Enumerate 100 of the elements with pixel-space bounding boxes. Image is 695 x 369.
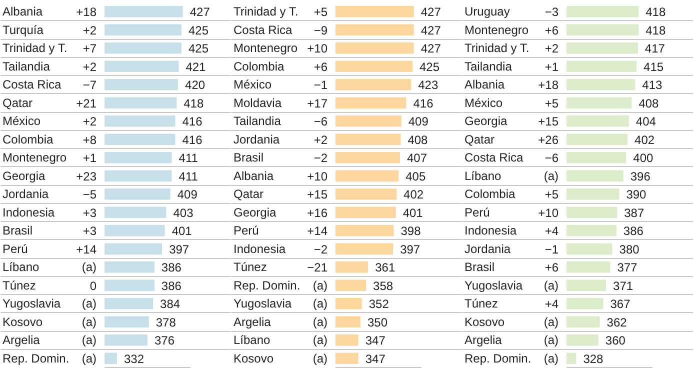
text: (a) [312,351,328,366]
text: (a) [82,296,97,311]
text: (a) [82,314,97,329]
category-label: Trinidad y T. [2,41,68,56]
data-label: 397 [169,242,190,256]
text: +6 [314,60,328,74]
data-label: 425 [188,42,209,56]
category-label: Costa Rica [464,150,524,165]
category-label: Argelia [464,333,502,348]
data-label: 367 [610,297,631,312]
text: +4 [544,297,559,312]
data-label: 409 [408,114,429,129]
text: +5 [314,5,328,20]
data-label: 371 [613,278,634,293]
category-label: Líbano [234,333,270,348]
text: +15 [538,114,559,129]
text: (a) [312,333,328,348]
category-label: Rep. Domin. [2,351,70,366]
category-label: Yugoslavia [464,278,523,292]
data-label: 408 [638,96,660,110]
category-label: México [234,78,272,92]
category-label: Kosovo [464,314,505,329]
data-label: 427 [190,5,210,20]
data-label: 332 [124,352,144,366]
text: +4 [544,224,559,238]
text: +3 [82,206,97,220]
data-label: 402 [634,132,655,147]
data-label: 427 [420,5,442,20]
data-label: 416 [413,96,434,110]
text: −6 [314,114,328,129]
category-label: Costa Rica [2,78,62,92]
category-label: Túnez [234,260,267,274]
text: +8 [82,132,97,147]
data-label: 405 [406,169,426,184]
category-label: Colombia [234,59,284,74]
data-label: 403 [173,206,194,220]
text: +10 [538,206,559,220]
category-label: Yugoslavia [2,296,61,311]
text: +18 [538,78,559,92]
category-label: Brasil [234,150,264,165]
data-label: 386 [161,278,182,293]
category-label: Indonesia [234,242,286,256]
text: +10 [307,169,328,184]
text: +6 [544,260,559,275]
text: (a) [312,314,328,329]
data-label: 387 [624,206,644,220]
data-label: 427 [420,23,442,38]
text: (a) [82,351,97,366]
text: −2 [314,151,328,166]
data-label: 415 [644,60,664,74]
data-label: 425 [419,60,440,74]
data-label: 420 [185,78,206,92]
category-label: México [2,114,41,128]
text: −7 [82,78,97,92]
category-label: Uruguay [464,4,510,19]
category-label: Jordania [2,187,49,202]
text: −1 [314,78,328,92]
data-label: 411 [178,169,198,184]
category-label: Kosovo [2,314,43,329]
category-label: Costa Rica [234,22,292,37]
text: (a) [544,314,559,329]
category-label: Trinidad y T. [464,41,530,56]
data-label: 416 [182,132,203,147]
category-label: Trinidad y T. [234,4,298,19]
data-label: 416 [182,114,203,129]
category-label: México [464,96,503,110]
text: (a) [312,278,328,292]
text: +10 [307,42,328,56]
text: +2 [82,23,97,38]
text: (a) [544,168,559,183]
text: −5 [82,188,97,202]
data-label: 397 [400,242,420,256]
text: +3 [82,224,97,238]
data-label: 413 [642,78,663,92]
data-label: 404 [636,114,656,129]
text: −3 [544,5,559,20]
category-label: Túnez [464,296,498,311]
category-label: Perú [234,224,259,238]
text: (a) [82,260,97,274]
category-label: Montenegro [2,150,67,165]
category-label: Georgia [2,168,46,183]
category-label: Brasil [464,260,495,274]
data-label: 427 [420,42,442,56]
data-label: 418 [184,96,204,110]
data-label: 358 [373,278,394,293]
data-label: 328 [583,352,604,366]
text: (a) [544,351,559,366]
data-label: 362 [606,315,628,330]
category-label: Colombia [2,132,54,146]
text: −1 [544,242,559,256]
text: +23 [76,169,97,184]
data-label: 421 [186,60,206,74]
data-label: 376 [154,334,175,348]
text: (a) [544,333,559,348]
category-label: Tailandia [234,114,281,128]
data-label: 380 [619,242,640,256]
category-label: Líbano [2,260,40,274]
category-label: Yugoslavia [234,296,292,311]
text: +2 [82,60,97,74]
category-label: Turquía [2,22,44,37]
